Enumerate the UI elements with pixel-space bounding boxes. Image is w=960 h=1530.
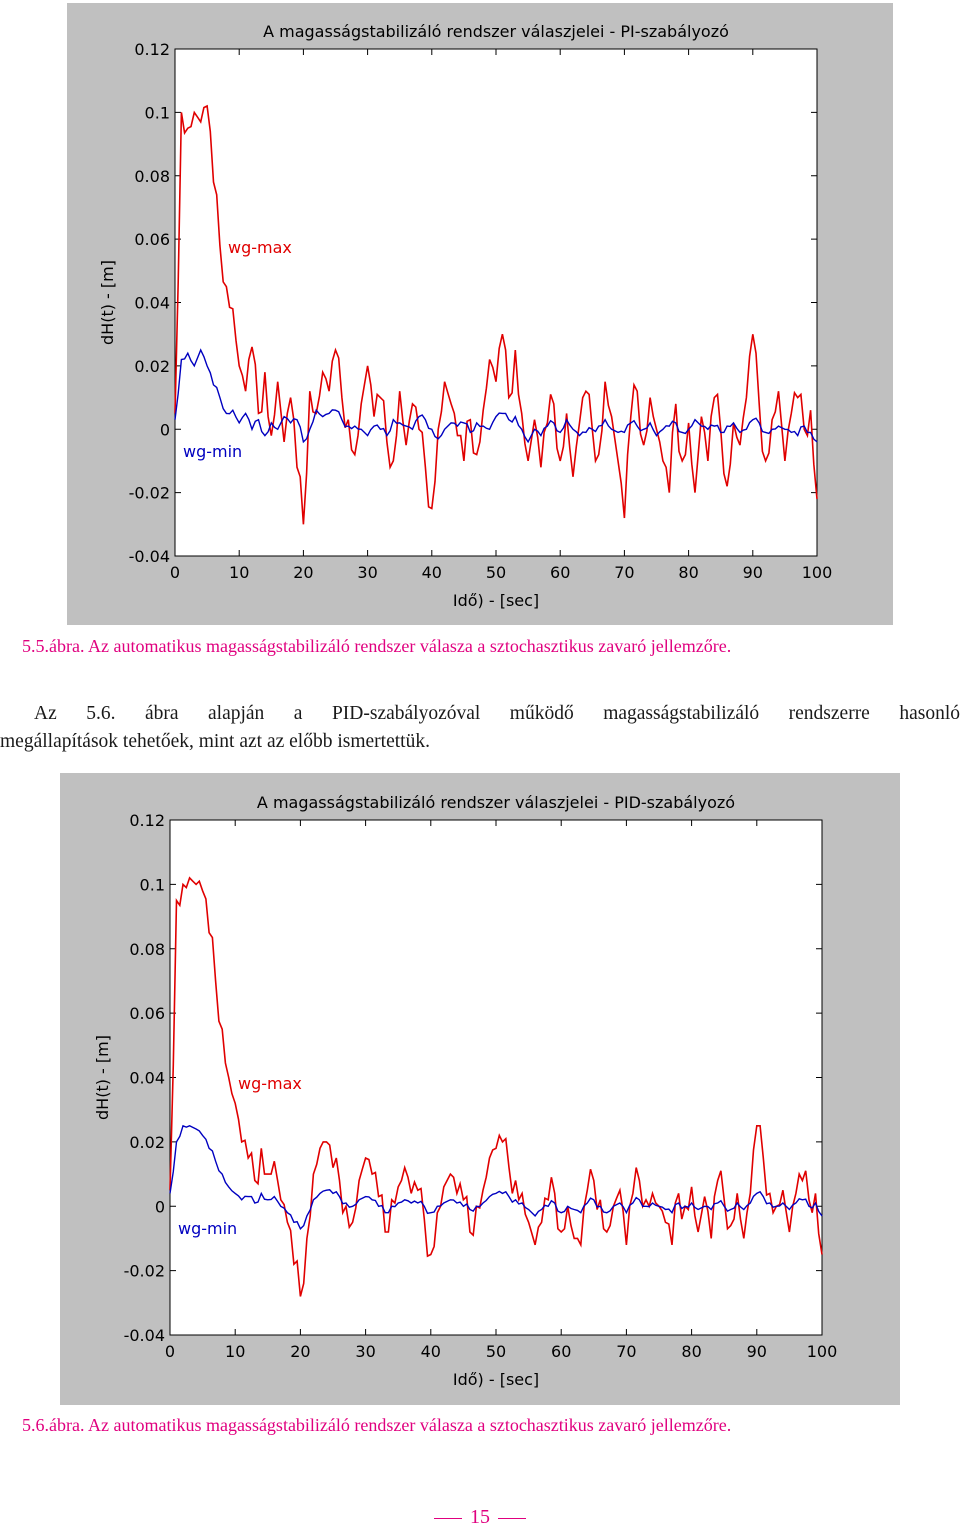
figure-pid-response: A magasságstabilizáló rendszer válaszjel… [60, 773, 900, 1405]
x-tick-label: 30 [357, 563, 377, 582]
page-number-text: 15 [470, 1506, 490, 1528]
x-tick-label: 100 [802, 563, 833, 582]
chart-title: A magasságstabilizáló rendszer válaszjel… [257, 793, 735, 812]
figure-caption-5-6: 5.6.ábra. Az automatikus magasságstabili… [22, 1415, 732, 1435]
y-tick-label: -0.02 [124, 1262, 165, 1281]
paragraph-line-1: Az 5.6. ábra alapján a PID-szabályozóval… [34, 703, 960, 724]
chart-title: A magasságstabilizáló rendszer válaszjel… [263, 22, 729, 41]
y-tick-label: 0.12 [129, 811, 165, 830]
y-tick-label: -0.04 [129, 547, 170, 566]
x-tick-label: 40 [421, 1342, 441, 1361]
x-tick-label: 60 [551, 1342, 571, 1361]
y-tick-label: -0.04 [124, 1326, 165, 1345]
figure-pi-response: A magasságstabilizáló rendszer válaszjel… [67, 3, 893, 625]
y-tick-label: 0.12 [134, 40, 170, 59]
series-line-wg-min [174, 348, 818, 444]
series-line-wg-min [169, 1124, 823, 1230]
y-tick-label: 0.04 [134, 294, 170, 313]
y-tick-label: 0.1 [145, 103, 170, 122]
x-tick-label: 40 [422, 563, 442, 582]
x-tick-label: 70 [614, 563, 634, 582]
x-tick-label: 20 [290, 1342, 310, 1361]
y-tick-label: 0 [160, 420, 170, 439]
y-tick-label: -0.02 [129, 484, 170, 503]
y-axis-label: dH(t) - [m] [93, 1035, 112, 1120]
y-tick-label: 0.08 [129, 940, 165, 959]
x-tick-label: 80 [678, 563, 698, 582]
x-tick-label: 100 [807, 1342, 838, 1361]
x-tick-label: 10 [225, 1342, 245, 1361]
x-tick-label: 50 [486, 563, 506, 582]
x-axis-label: Idő) - [sec] [453, 591, 539, 610]
chart-pid: A magasságstabilizáló rendszer válaszjel… [93, 793, 838, 1389]
chart-pi: A magasságstabilizáló rendszer válaszjel… [98, 22, 833, 610]
page-number-rule-right [498, 1517, 526, 1519]
x-tick-label: 50 [486, 1342, 506, 1361]
x-tick-label: 30 [355, 1342, 375, 1361]
y-tick-label: 0.04 [129, 1069, 165, 1088]
y-tick-label: 0.02 [134, 357, 170, 376]
annotation-wg-min: wg-min [178, 1219, 237, 1238]
annotation-wg-min: wg-min [183, 442, 242, 461]
y-tick-label: 0.1 [140, 875, 165, 894]
plot-area [169, 819, 823, 1336]
paragraph-line-2: megállapítások tehetőek, mint azt az elő… [0, 731, 430, 752]
y-tick-label: 0.08 [134, 167, 170, 186]
annotation-wg-max: wg-max [238, 1074, 302, 1093]
annotation-wg-max: wg-max [228, 238, 292, 257]
x-tick-label: 10 [229, 563, 249, 582]
x-tick-label: 0 [170, 563, 180, 582]
x-tick-label: 90 [743, 563, 763, 582]
plot-area [174, 48, 818, 557]
y-tick-label: 0.06 [134, 230, 170, 249]
x-axis-label: Idő) - [sec] [453, 1370, 539, 1389]
x-tick-label: 0 [165, 1342, 175, 1361]
y-tick-label: 0.02 [129, 1133, 165, 1152]
y-tick-label: 0 [155, 1197, 165, 1216]
x-tick-label: 20 [293, 563, 313, 582]
x-tick-label: 70 [616, 1342, 636, 1361]
body-paragraph: Az 5.6. ábra alapján a PID-szabályozóval… [0, 700, 960, 756]
x-tick-label: 80 [681, 1342, 701, 1361]
page-number-rule-left [434, 1517, 462, 1519]
figure-caption-5-5: 5.5.ábra. Az automatikus magasságstabili… [22, 636, 732, 656]
series-line-wg-max [169, 876, 823, 1297]
y-axis-label: dH(t) - [m] [98, 260, 117, 345]
x-tick-label: 60 [550, 563, 570, 582]
y-tick-label: 0.06 [129, 1004, 165, 1023]
x-tick-label: 90 [747, 1342, 767, 1361]
page-number: 15 [0, 1506, 960, 1529]
